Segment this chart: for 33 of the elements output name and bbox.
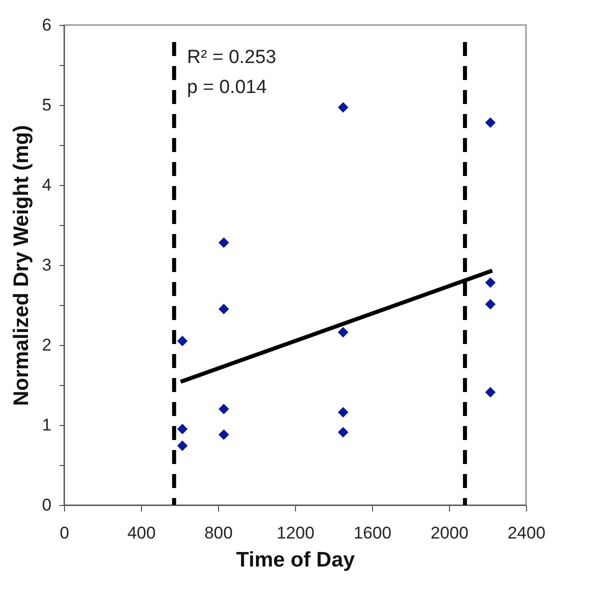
point <box>177 440 188 452</box>
point <box>485 117 496 128</box>
x-tick-label: 2000 <box>430 524 468 542</box>
point <box>218 237 230 248</box>
x-tick-label: 1600 <box>354 524 392 542</box>
x-tick-label: 800 <box>204 524 233 542</box>
y-tick-label: 1 <box>42 416 52 434</box>
point <box>218 429 230 440</box>
point <box>177 424 188 434</box>
x-tick-label: 400 <box>127 524 156 542</box>
y-tick-label: 4 <box>42 176 52 194</box>
point <box>177 336 188 346</box>
x-tick-label: 1200 <box>276 524 314 542</box>
x-axis-title: Time of Day <box>236 548 356 572</box>
point <box>338 426 348 438</box>
point <box>338 406 348 418</box>
y-tick-label: 6 <box>42 16 52 34</box>
point <box>485 277 496 288</box>
point <box>218 304 230 314</box>
annotation: p = 0.014 <box>187 77 268 98</box>
point <box>485 298 496 310</box>
x-tick-label: 0 <box>60 524 70 542</box>
y-tick-label: 2 <box>42 336 52 354</box>
y-tick-label: 5 <box>42 96 52 114</box>
point <box>338 326 348 338</box>
point <box>338 102 348 113</box>
point <box>218 404 230 414</box>
annotation: R² = 0.253 <box>187 47 276 68</box>
x-tick-label: 2400 <box>508 524 546 542</box>
point <box>485 386 496 398</box>
y-axis-title: Normalized Dry Weight (mg) <box>10 125 34 406</box>
y-tick-label: 0 <box>42 496 52 514</box>
y-tick-label: 3 <box>42 256 52 274</box>
